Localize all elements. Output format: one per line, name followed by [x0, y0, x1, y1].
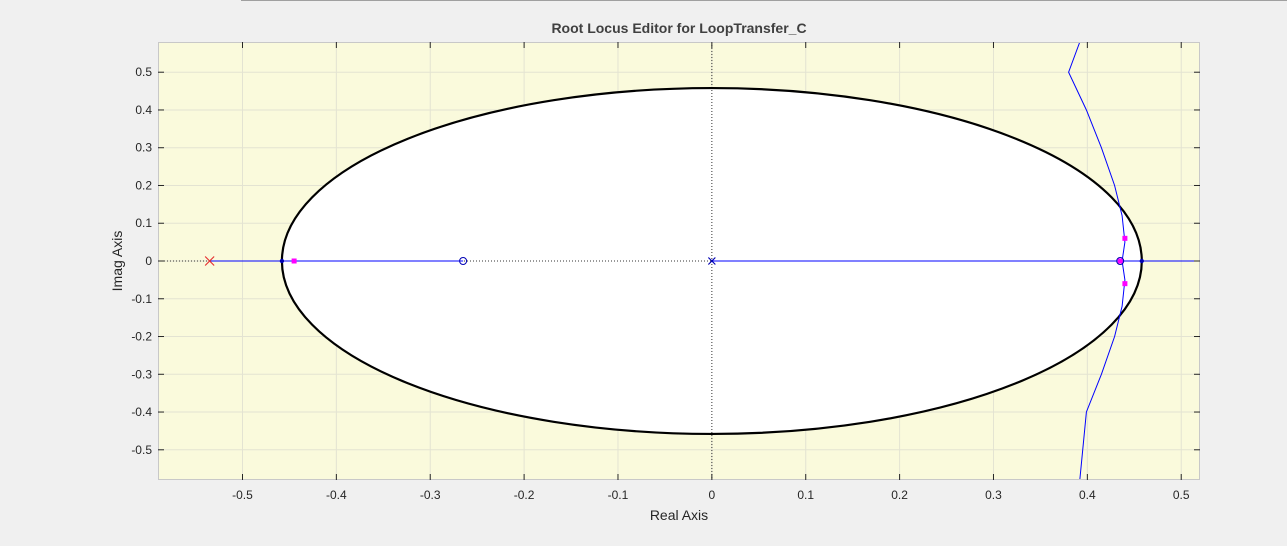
y-tick-label: -0.3: [131, 367, 152, 381]
figure-top-border: [241, 0, 1287, 1]
x-tick-label: -0.3: [420, 488, 441, 502]
closed-loop-pole-marker: [1122, 235, 1128, 241]
chart-title: Root Locus Editor for LoopTransfer_C: [551, 20, 806, 36]
y-tick-label: 0.5: [135, 65, 152, 79]
y-tick-label: 0.4: [135, 103, 152, 117]
open-loop-zero-marker: [459, 257, 468, 265]
locus-branch-lower-branch: [1079, 260, 1126, 480]
plot-area: [158, 42, 1200, 480]
y-tick-label: 0.1: [135, 216, 152, 230]
y-tick-label: -0.4: [131, 405, 152, 419]
x-tick-label: 0: [709, 488, 716, 502]
boundary-crossing-marker: [279, 258, 285, 264]
closed-loop-pole-marker: [1122, 281, 1128, 287]
y-tick-label: 0: [145, 254, 152, 268]
open-loop-zero-marker: [1116, 257, 1125, 265]
x-tick-label: 0.1: [797, 488, 814, 502]
y-tick-label: -0.2: [131, 330, 152, 344]
open-loop-pole-marker-stroke: [707, 257, 716, 265]
y-tick-label: -0.1: [131, 292, 152, 306]
x-tick-label: -0.1: [608, 488, 629, 502]
open-loop-pole-marker: [707, 257, 716, 265]
x-tick-label: 0.2: [891, 488, 908, 502]
x-axis-label: Real Axis: [650, 507, 708, 523]
y-axis-label: Imag Axis: [109, 231, 125, 292]
closed-loop-pole-marker: [1117, 258, 1123, 264]
compensator-pole-marker-stroke: [204, 256, 215, 266]
y-tick-label: 0.3: [135, 141, 152, 155]
x-tick-label: 0.5: [1173, 488, 1190, 502]
x-tick-label: 0.4: [1079, 488, 1096, 502]
x-tick-label: -0.5: [232, 488, 253, 502]
compensator-pole-marker: [204, 256, 215, 266]
y-tick-label: 0.2: [135, 178, 152, 192]
axis-ticks: -0.5 -0.4 -0.3 -0.2 -0.1 0 0.1 0.2 0.3 0.4 0.5 0.5 0…: [131, 42, 1200, 502]
boundary-crossing-marker: [1139, 258, 1144, 264]
closed-loop-pole-marker: [291, 258, 297, 264]
x-tick-label: -0.4: [326, 488, 347, 502]
y-tick-label: -0.5: [131, 443, 152, 457]
x-tick-label: 0.3: [985, 488, 1002, 502]
x-tick-label: -0.2: [514, 488, 535, 502]
